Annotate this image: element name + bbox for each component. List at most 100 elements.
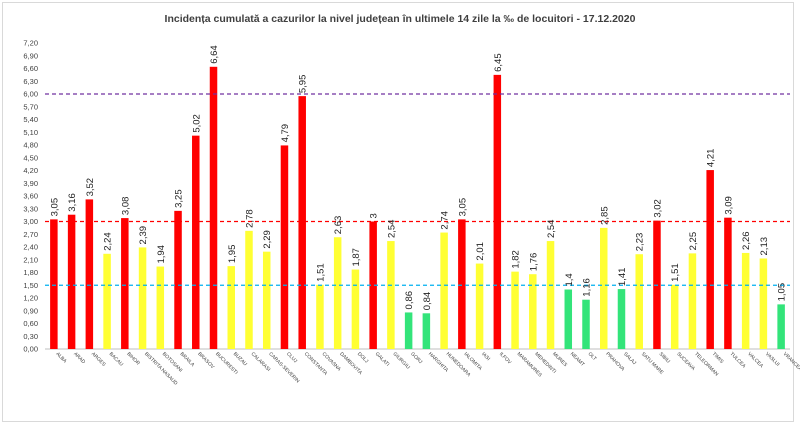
data-label: 2,24 bbox=[103, 232, 114, 251]
data-label: 3,05 bbox=[457, 198, 468, 217]
x-tick-label: BACAU bbox=[108, 351, 125, 368]
x-tick-label: GIURGIU bbox=[391, 351, 411, 371]
x-tick-label: BISTRITA NASAUD bbox=[143, 351, 179, 387]
chart-frame bbox=[2, 2, 794, 422]
bar bbox=[387, 241, 395, 349]
bar bbox=[369, 221, 377, 349]
bar bbox=[440, 232, 448, 349]
data-label: 1,94 bbox=[156, 245, 167, 264]
data-label: 2,29 bbox=[262, 230, 273, 249]
bar bbox=[227, 266, 235, 349]
data-label: 3,16 bbox=[67, 193, 78, 212]
data-label: 3,05 bbox=[49, 198, 60, 217]
y-tick-label: 0,90 bbox=[23, 306, 38, 315]
bar bbox=[103, 253, 111, 349]
bar bbox=[635, 254, 643, 349]
bar bbox=[617, 289, 626, 349]
bar bbox=[706, 170, 714, 349]
data-label: 2,63 bbox=[333, 216, 344, 235]
data-label: 6,64 bbox=[209, 45, 220, 64]
x-tick-label: GALATI bbox=[374, 351, 391, 368]
y-tick-label: 4,80 bbox=[23, 141, 38, 150]
data-label: 1,4 bbox=[564, 273, 575, 286]
data-label: 3,52 bbox=[85, 178, 96, 197]
data-label: 1,41 bbox=[617, 268, 628, 287]
y-tick-label: 7,20 bbox=[23, 39, 38, 48]
bar bbox=[493, 74, 502, 349]
y-tick-label: 1,80 bbox=[23, 268, 38, 277]
data-label: 1,82 bbox=[511, 250, 522, 269]
chart-title: Incidența cumulată a cazurilor la nivel … bbox=[164, 13, 636, 25]
data-label: 5,95 bbox=[298, 75, 309, 94]
data-label: 2,01 bbox=[475, 242, 486, 261]
y-tick-label: 2,70 bbox=[23, 230, 38, 239]
bar bbox=[688, 253, 697, 349]
bar bbox=[546, 241, 555, 349]
bar bbox=[600, 227, 608, 349]
x-tick-label: ARAD bbox=[72, 351, 86, 365]
data-label: 2,23 bbox=[635, 233, 646, 252]
y-tick-label: 5,40 bbox=[23, 115, 38, 124]
bar bbox=[741, 252, 750, 349]
x-tick-label: DOLJ bbox=[356, 351, 370, 365]
x-tick-label: GORJ bbox=[409, 351, 423, 365]
x-tick-label: SALAJ bbox=[622, 351, 637, 366]
y-tick-label: 5,70 bbox=[23, 102, 38, 111]
y-tick-label: 3,30 bbox=[23, 204, 38, 213]
data-label: 2,39 bbox=[138, 226, 149, 245]
bar bbox=[174, 210, 182, 349]
data-label: 2,85 bbox=[599, 206, 610, 225]
y-tick-label: 0,00 bbox=[23, 345, 38, 354]
x-tick-label: ILFOV bbox=[498, 351, 513, 366]
x-tick-label: TIMIS bbox=[711, 351, 725, 365]
data-label: 2,54 bbox=[546, 220, 557, 239]
y-tick-label: 3,90 bbox=[23, 179, 38, 188]
data-label: 5,02 bbox=[191, 114, 202, 133]
x-tick-label: VASLUI bbox=[764, 351, 781, 368]
x-tick-label: CARAS-SEVERIN bbox=[267, 351, 300, 384]
data-label: 1,16 bbox=[582, 278, 593, 297]
data-label: 2,26 bbox=[741, 231, 752, 250]
data-label: 0,86 bbox=[404, 291, 415, 310]
data-label: 3 bbox=[369, 213, 380, 218]
data-label: 1,95 bbox=[227, 245, 238, 264]
x-tick-label: VALCEA bbox=[746, 351, 764, 369]
bar bbox=[475, 263, 484, 349]
x-tick-label: BIHOR bbox=[125, 351, 141, 367]
y-tick-label: 6,60 bbox=[23, 64, 38, 73]
data-label: 1,05 bbox=[777, 283, 788, 302]
data-label: 1,51 bbox=[315, 263, 326, 282]
bar bbox=[209, 66, 218, 350]
data-label: 0,84 bbox=[422, 292, 433, 311]
bar bbox=[121, 218, 129, 349]
data-label: 1,76 bbox=[528, 253, 539, 272]
data-label: 2,25 bbox=[688, 232, 699, 251]
data-label: 2,78 bbox=[244, 209, 255, 228]
bar bbox=[529, 274, 537, 349]
y-tick-label: 2,10 bbox=[23, 255, 38, 264]
data-label: 4,79 bbox=[280, 124, 291, 143]
data-label: 2,54 bbox=[386, 220, 397, 239]
data-label: 4,21 bbox=[706, 149, 717, 168]
y-tick-label: 6,00 bbox=[23, 90, 38, 99]
y-tick-label: 0,30 bbox=[23, 332, 38, 341]
y-tick-label: 1,50 bbox=[23, 281, 38, 290]
data-label: 3,09 bbox=[723, 196, 734, 215]
y-tick-label: 3,00 bbox=[23, 217, 38, 226]
x-tick-label: CLUJ bbox=[285, 351, 298, 364]
bar bbox=[582, 299, 590, 349]
data-label: 1,51 bbox=[670, 263, 681, 282]
bar bbox=[511, 271, 519, 349]
y-tick-label: 6,90 bbox=[23, 51, 38, 60]
bar bbox=[458, 219, 466, 349]
x-tick-label: TULCEA bbox=[729, 351, 748, 370]
bar bbox=[156, 266, 165, 349]
bar bbox=[777, 304, 785, 349]
data-label: 3,08 bbox=[120, 197, 131, 216]
bar bbox=[404, 312, 413, 349]
x-tick-label: BRASOV bbox=[196, 351, 215, 370]
bar bbox=[138, 247, 147, 349]
x-tick-label: BRAILA bbox=[179, 351, 196, 368]
x-tick-label: OLT bbox=[587, 351, 598, 362]
data-label: 1,87 bbox=[351, 248, 362, 267]
